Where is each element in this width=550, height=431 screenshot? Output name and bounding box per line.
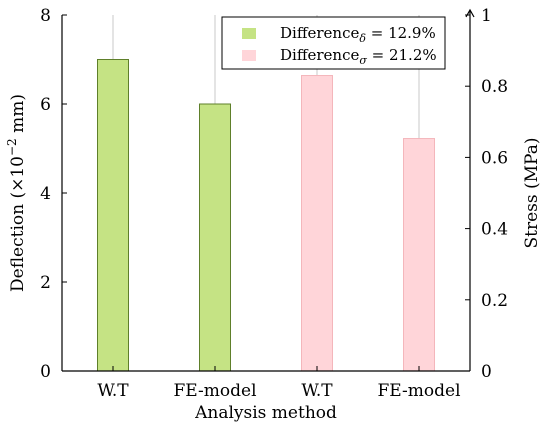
left-tick-label: 4: [40, 184, 51, 204]
right-tick-label: 0.8: [481, 77, 508, 97]
legend-swatch-stress: [242, 50, 256, 61]
right-tick-label: 0.2: [481, 291, 508, 311]
x-tick-label: W.T: [301, 381, 333, 401]
bar-stress-0: [301, 75, 333, 372]
x-axis-title: Analysis method: [194, 403, 337, 423]
right-tick-label: 0: [481, 362, 492, 382]
right-tick-label: 0.4: [481, 220, 508, 240]
legend: Differenceδ = 12.9% Differenceσ = 21.2%: [221, 16, 446, 70]
left-tick-label: 2: [40, 273, 51, 293]
left-axis-ticks: 0 2 4 6 8: [40, 6, 67, 382]
right-axis-title: Stress (MPa): [522, 138, 542, 249]
bar-stress-1: [403, 138, 435, 372]
x-tick-label: FE-model: [174, 381, 257, 401]
legend-label-deflection: Differenceδ = 12.9%: [280, 24, 436, 45]
legend-swatch-deflection: [242, 28, 256, 39]
left-tick-label: 0: [40, 362, 51, 382]
bar-deflection-1: [199, 103, 231, 372]
legend-label-stress: Differenceσ = 21.2%: [280, 46, 437, 67]
left-tick-label: 8: [40, 6, 51, 26]
right-tick-label: 0.6: [481, 148, 508, 168]
legend-box: [221, 16, 446, 70]
bar-deflection-0: [97, 59, 129, 372]
x-tick-label: W.T: [97, 381, 129, 401]
bars: [97, 59, 435, 372]
x-tick-label: FE-model: [378, 381, 461, 401]
left-axis-title: Deflection (×10−2 mm): [5, 94, 28, 292]
right-axis-ticks: 0 0.2 0.4 0.6 0.8 1: [465, 6, 508, 382]
x-axis-ticks: W.T FE-model W.T FE-model: [97, 366, 461, 401]
left-tick-label: 6: [40, 95, 51, 115]
right-tick-label: 1: [481, 6, 492, 26]
